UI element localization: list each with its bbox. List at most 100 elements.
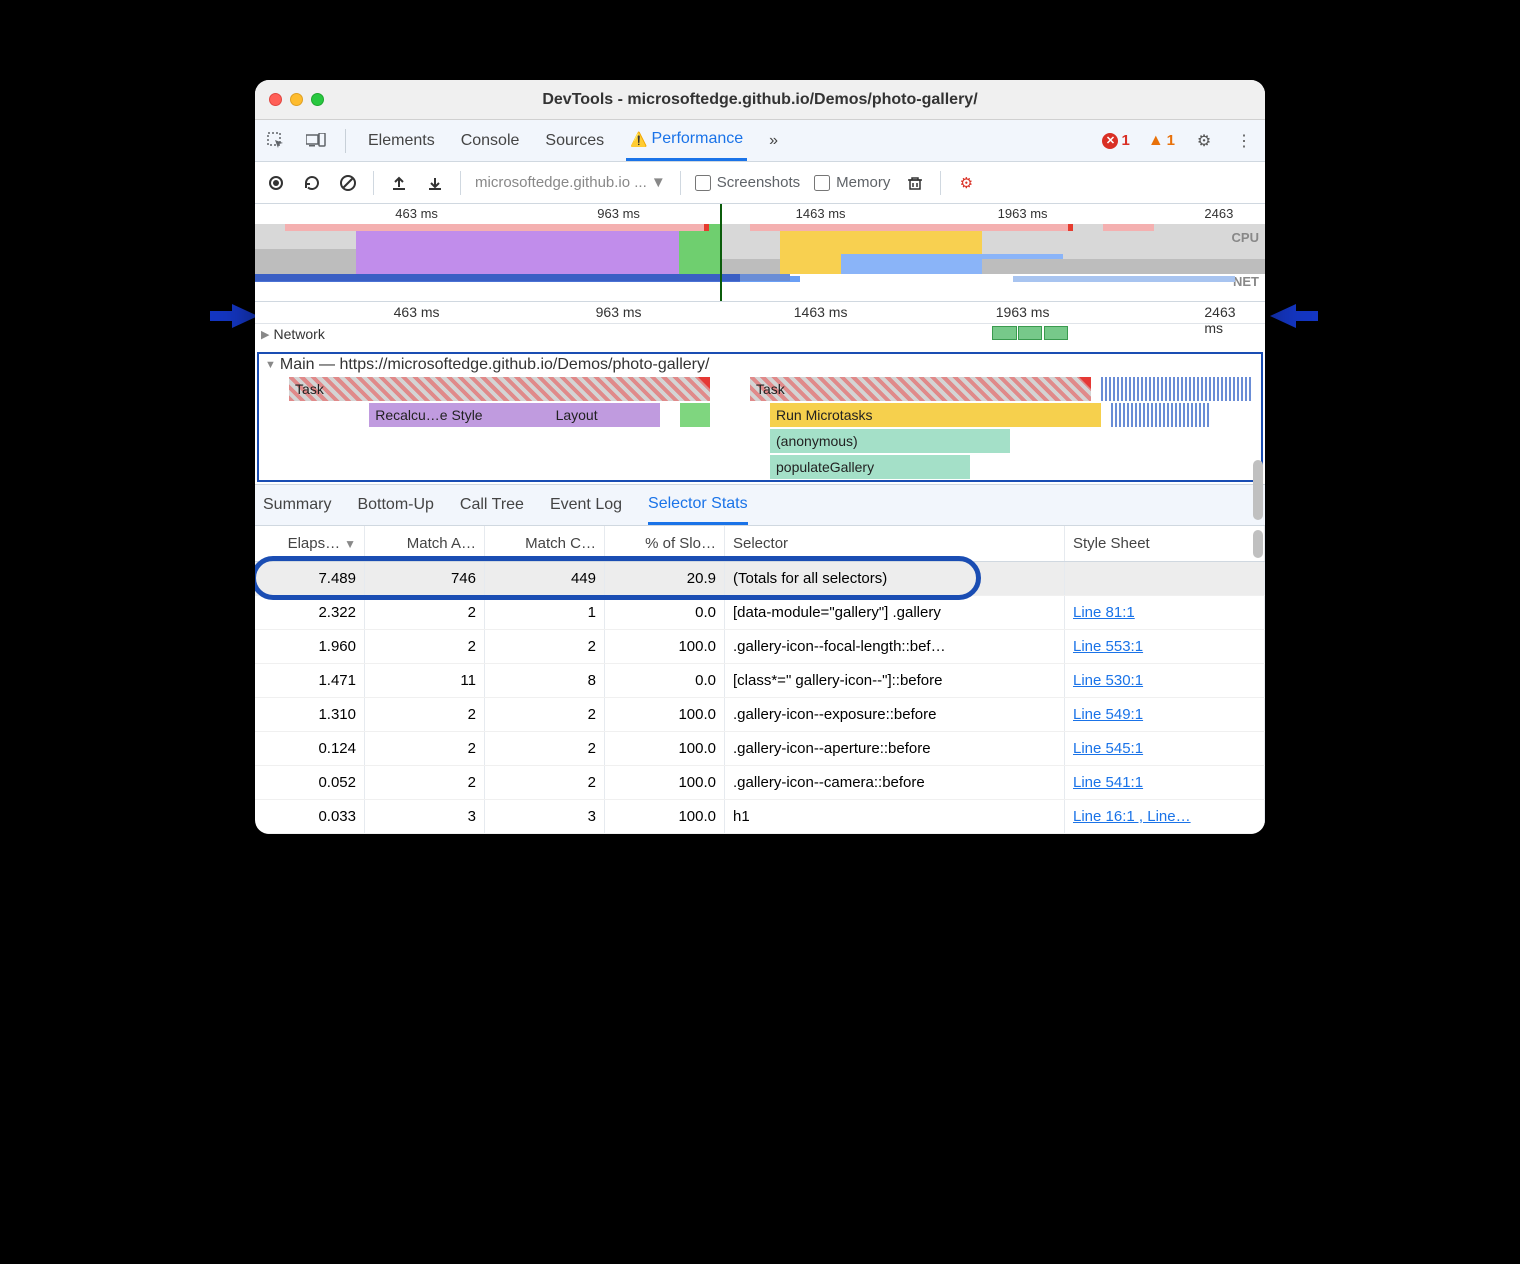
recording-selector[interactable]: microsoftedge.github.io ... ▼ xyxy=(475,174,666,191)
stylesheet-link[interactable]: Line 16:1 , Line… xyxy=(1073,808,1191,825)
tick-label: 1463 ms xyxy=(794,304,848,320)
grid-header: Elaps…▼Match A…Match C…% of Slo…Selector… xyxy=(255,526,1265,562)
main-label: Main — https://microsoftedge.github.io/D… xyxy=(280,356,710,374)
table-row[interactable]: 0.03333100.0h1Line 16:1 , Line… xyxy=(255,800,1265,834)
table-cell: 8 xyxy=(485,664,605,697)
flame-block[interactable]: Task xyxy=(289,377,710,401)
grid-scrollbar[interactable] xyxy=(1253,530,1263,558)
perf-toolbar: microsoftedge.github.io ... ▼ Screenshot… xyxy=(255,162,1265,204)
stylesheet-link[interactable]: Line 81:1 xyxy=(1073,604,1135,621)
table-cell: 20.9 xyxy=(605,562,725,595)
garbage-icon[interactable] xyxy=(904,174,926,192)
overview-ticks: 463 ms963 ms1463 ms1963 ms2463 ms xyxy=(255,204,1265,224)
detail-tab-call-tree[interactable]: Call Tree xyxy=(460,485,524,525)
screenshots-checkbox[interactable]: Screenshots xyxy=(695,174,800,191)
detail-tab-bottom-up[interactable]: Bottom-Up xyxy=(357,485,433,525)
column-header[interactable]: Elaps…▼ xyxy=(255,526,365,561)
column-header[interactable]: % of Slo… xyxy=(605,526,725,561)
collapse-icon[interactable]: ▼ xyxy=(265,359,276,371)
network-label: Network xyxy=(273,326,324,342)
download-icon[interactable] xyxy=(424,175,446,191)
column-header[interactable]: Match C… xyxy=(485,526,605,561)
device-icon[interactable] xyxy=(305,130,327,152)
flame-block[interactable]: Run Microtasks xyxy=(770,403,1101,427)
overview-strip[interactable]: 463 ms963 ms1463 ms1963 ms2463 ms CPU NE… xyxy=(255,204,1265,302)
cpu-segment xyxy=(356,224,679,274)
table-row[interactable]: 1.4711180.0[class*=" gallery-icon--"]::b… xyxy=(255,664,1265,698)
cpu-segment xyxy=(255,249,356,274)
table-cell: Line 541:1 xyxy=(1065,766,1265,799)
tick-label: 963 ms xyxy=(596,304,642,320)
cpu-area: CPU xyxy=(255,224,1265,274)
tab-elements[interactable]: Elements xyxy=(364,120,439,161)
settings-icon[interactable]: ⚙ xyxy=(1193,130,1215,152)
flame-block[interactable]: populateGallery xyxy=(770,455,970,479)
selector-stats-grid: Elaps…▼Match A…Match C…% of Slo…Selector… xyxy=(255,526,1265,834)
main-section: ▼ Main — https://microsoftedge.github.io/… xyxy=(257,352,1263,482)
upload-icon[interactable] xyxy=(388,175,410,191)
stylesheet-link[interactable]: Line 541:1 xyxy=(1073,774,1143,791)
tick-label: 1463 ms xyxy=(796,206,846,221)
warning-icon: ⚠️ xyxy=(630,131,647,148)
table-cell: Line 545:1 xyxy=(1065,732,1265,765)
table-cell: 2 xyxy=(365,596,485,629)
error-icon: ✕ xyxy=(1102,133,1118,149)
warning-badge[interactable]: ▲1 xyxy=(1148,132,1175,150)
table-cell: Line 553:1 xyxy=(1065,630,1265,663)
table-row[interactable]: 0.05222100.0.gallery-icon--camera::befor… xyxy=(255,766,1265,800)
flame-block[interactable] xyxy=(1111,403,1211,427)
tab-sources[interactable]: Sources xyxy=(541,120,608,161)
table-cell: 3 xyxy=(485,800,605,833)
table-row[interactable]: 1.96022100.0.gallery-icon--focal-length:… xyxy=(255,630,1265,664)
activity-bar xyxy=(750,224,1073,231)
stylesheet-link[interactable]: Line 549:1 xyxy=(1073,706,1143,723)
table-row[interactable]: 1.31022100.0.gallery-icon--exposure::bef… xyxy=(255,698,1265,732)
column-header[interactable]: Style Sheet xyxy=(1065,526,1265,561)
stylesheet-link[interactable]: Line 530:1 xyxy=(1073,672,1143,689)
table-cell: 2 xyxy=(365,732,485,765)
devtools-window: DevTools - microsoftedge.github.io/Demos… xyxy=(255,80,1265,834)
settings-gear-icon[interactable]: ⚙ xyxy=(955,174,977,192)
tab-more[interactable]: » xyxy=(765,120,782,161)
activity-bar xyxy=(1103,224,1154,231)
flame-block[interactable] xyxy=(680,403,710,427)
expand-icon[interactable]: ▶ xyxy=(261,328,269,341)
flame-block[interactable]: Task xyxy=(750,377,1091,401)
inspect-icon[interactable] xyxy=(265,130,287,152)
table-row[interactable]: 0.12422100.0.gallery-icon--aperture::bef… xyxy=(255,732,1265,766)
detail-tab-event-log[interactable]: Event Log xyxy=(550,485,622,525)
table-cell: Line 81:1 xyxy=(1065,596,1265,629)
timeline-ticks: 463 ms963 ms1463 ms1963 ms2463 ms xyxy=(255,302,1265,324)
panel-tabs: Elements Console Sources ⚠️Performance »… xyxy=(255,120,1265,162)
network-track[interactable]: ▶ Network xyxy=(255,324,1265,350)
flame-block[interactable]: (anonymous) xyxy=(770,429,1010,453)
detail-tab-summary[interactable]: Summary xyxy=(263,485,331,525)
table-cell: 746 xyxy=(365,562,485,595)
table-cell: 100.0 xyxy=(605,766,725,799)
detail-tab-selector-stats[interactable]: Selector Stats xyxy=(648,485,748,525)
column-header[interactable]: Selector xyxy=(725,526,1065,561)
reload-icon[interactable] xyxy=(301,174,323,192)
clear-icon[interactable] xyxy=(337,174,359,192)
flame-block[interactable] xyxy=(1101,377,1251,401)
table-row[interactable]: 7.48974644920.9(Totals for all selectors… xyxy=(255,562,1265,596)
kebab-icon[interactable]: ⋮ xyxy=(1233,130,1255,152)
memory-checkbox[interactable]: Memory xyxy=(814,174,890,191)
annotation-arrow-left xyxy=(210,300,258,332)
table-cell: 2 xyxy=(485,630,605,663)
error-badge[interactable]: ✕1 xyxy=(1102,132,1129,149)
column-header[interactable]: Match A… xyxy=(365,526,485,561)
table-cell: 2 xyxy=(485,766,605,799)
stylesheet-link[interactable]: Line 545:1 xyxy=(1073,740,1143,757)
record-icon[interactable] xyxy=(265,175,287,191)
tab-performance[interactable]: ⚠️Performance xyxy=(626,120,747,161)
table-cell: 1 xyxy=(485,596,605,629)
table-row[interactable]: 2.322210.0[data-module="gallery"] .galle… xyxy=(255,596,1265,630)
table-cell: Line 530:1 xyxy=(1065,664,1265,697)
flame-block[interactable]: Layout xyxy=(550,403,660,427)
scrollbar-thumb[interactable] xyxy=(1253,460,1263,520)
table-cell: 100.0 xyxy=(605,698,725,731)
tab-console[interactable]: Console xyxy=(457,120,524,161)
main-track-header[interactable]: ▼ Main — https://microsoftedge.github.io/… xyxy=(259,354,1261,376)
stylesheet-link[interactable]: Line 553:1 xyxy=(1073,638,1143,655)
